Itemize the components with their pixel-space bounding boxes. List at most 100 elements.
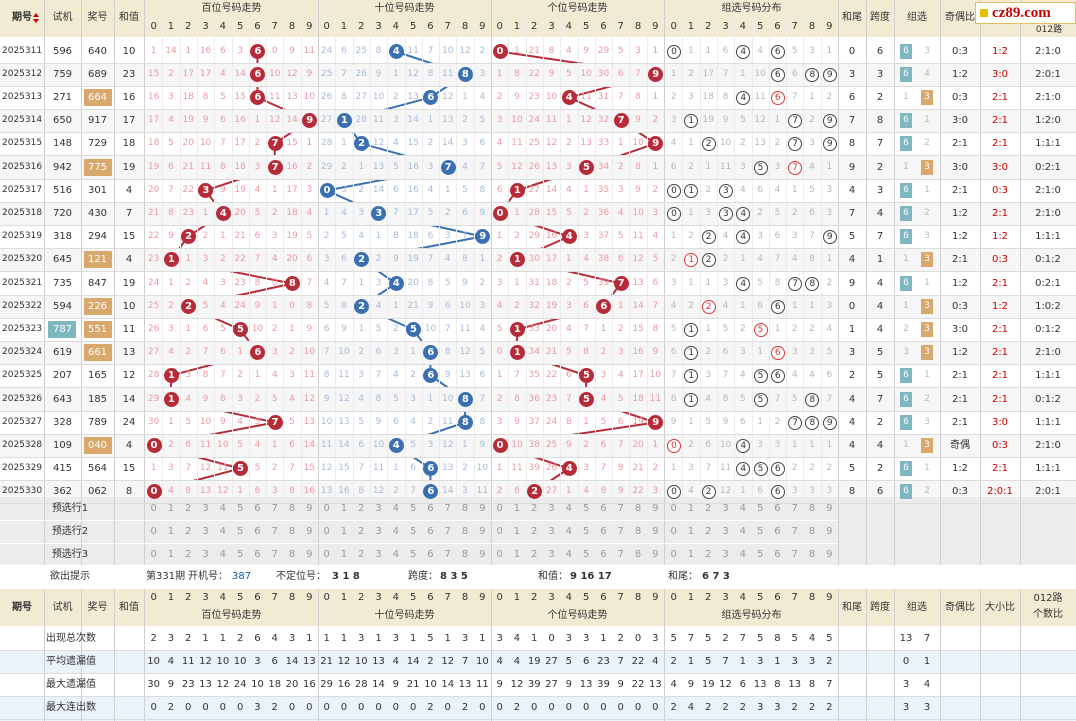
- preselect-digit[interactable]: 9: [826, 549, 833, 560]
- preselect-digit[interactable]: 9: [479, 526, 486, 537]
- preselect-digit[interactable]: 8: [461, 549, 469, 560]
- preselect-digit[interactable]: 8: [634, 549, 642, 560]
- preselect-digit[interactable]: 2: [531, 526, 538, 537]
- preselect-digit[interactable]: 5: [409, 503, 417, 514]
- preselect-digit[interactable]: 1: [687, 526, 695, 537]
- preselect-digit[interactable]: 1: [167, 526, 175, 537]
- preselect-digit[interactable]: 2: [358, 503, 365, 514]
- preselect-digit[interactable]: 8: [634, 526, 642, 537]
- preselect-digit[interactable]: 5: [409, 549, 417, 560]
- preselect-digit[interactable]: 2: [185, 526, 192, 537]
- preselect-digit[interactable]: 3: [202, 549, 209, 560]
- preselect-digit[interactable]: 4: [392, 503, 400, 514]
- preselect-digit[interactable]: 5: [582, 549, 590, 560]
- preselect-digit[interactable]: 6: [600, 526, 607, 537]
- preselect-digit[interactable]: 8: [634, 503, 642, 514]
- preselect-digit[interactable]: 1: [687, 549, 695, 560]
- preselect-digit[interactable]: 0: [670, 503, 677, 514]
- preselect-digit[interactable]: 9: [306, 526, 313, 537]
- preselect-digit[interactable]: 0: [323, 549, 330, 560]
- preselect-digit[interactable]: 0: [496, 503, 503, 514]
- preselect-digit[interactable]: 9: [479, 549, 486, 560]
- preselect-digit[interactable]: 7: [617, 503, 624, 514]
- preselect-digit[interactable]: 2: [705, 503, 712, 514]
- preselect-digit[interactable]: 8: [461, 503, 469, 514]
- preselect-digit[interactable]: 2: [358, 526, 365, 537]
- preselect-digit[interactable]: 3: [202, 503, 209, 514]
- preselect-digit[interactable]: 4: [739, 526, 747, 537]
- preselect-digit[interactable]: 3: [202, 526, 209, 537]
- preselect-digit[interactable]: 6: [600, 549, 607, 560]
- preselect-digit[interactable]: 9: [826, 526, 833, 537]
- preselect-digit[interactable]: 8: [808, 503, 816, 514]
- preselect-digit[interactable]: 8: [461, 526, 469, 537]
- preselect-digit[interactable]: 2: [185, 549, 192, 560]
- preselect-digit[interactable]: 1: [340, 503, 348, 514]
- preselect-digit[interactable]: 4: [565, 549, 573, 560]
- preselect-digit[interactable]: 6: [774, 526, 781, 537]
- preselect-digit[interactable]: 6: [254, 549, 261, 560]
- preselect-digit[interactable]: 7: [271, 526, 278, 537]
- preselect-digit[interactable]: 6: [427, 503, 434, 514]
- preselect-digit[interactable]: 5: [756, 526, 764, 537]
- preselect-digit[interactable]: 7: [617, 526, 624, 537]
- preselect-digit[interactable]: 1: [167, 549, 175, 560]
- preselect-digit[interactable]: 3: [722, 503, 729, 514]
- preselect-digit[interactable]: 7: [444, 526, 451, 537]
- preselect-digit[interactable]: 0: [323, 526, 330, 537]
- preselect-digit[interactable]: 7: [271, 549, 278, 560]
- preselect-digit[interactable]: 9: [652, 549, 659, 560]
- preselect-digit[interactable]: 3: [375, 549, 382, 560]
- preselect-digit[interactable]: 6: [774, 549, 781, 560]
- preselect-digit[interactable]: 2: [705, 526, 712, 537]
- preselect-digit[interactable]: 0: [150, 549, 157, 560]
- preselect-digit[interactable]: 5: [756, 503, 764, 514]
- preselect-digit[interactable]: 6: [254, 526, 261, 537]
- preselect-digit[interactable]: 9: [826, 503, 833, 514]
- preselect-digit[interactable]: 0: [496, 549, 503, 560]
- preselect-digit[interactable]: 6: [600, 503, 607, 514]
- preselect-digit[interactable]: 7: [791, 503, 798, 514]
- preselect-digit[interactable]: 6: [254, 503, 261, 514]
- preselect-digit[interactable]: 4: [219, 503, 227, 514]
- preselect-digit[interactable]: 7: [444, 549, 451, 560]
- preselect-digit[interactable]: 6: [774, 503, 781, 514]
- preselect-digit[interactable]: 4: [739, 549, 747, 560]
- preselect-digit[interactable]: 7: [271, 503, 278, 514]
- preselect-digit[interactable]: 9: [306, 549, 313, 560]
- preselect-digit[interactable]: 7: [617, 549, 624, 560]
- preselect-digit[interactable]: 9: [479, 503, 486, 514]
- preselect-digit[interactable]: 0: [323, 503, 330, 514]
- preselect-digit[interactable]: 4: [739, 503, 747, 514]
- preselect-digit[interactable]: 3: [375, 526, 382, 537]
- preselect-digit[interactable]: 0: [670, 526, 677, 537]
- preselect-digit[interactable]: 5: [236, 503, 244, 514]
- preselect-digit[interactable]: 1: [340, 549, 348, 560]
- preselect-digit[interactable]: 4: [565, 526, 573, 537]
- preselect-digit[interactable]: 5: [756, 549, 764, 560]
- preselect-digit[interactable]: 0: [670, 549, 677, 560]
- preselect-digit[interactable]: 1: [687, 503, 695, 514]
- preselect-digit[interactable]: 1: [513, 549, 521, 560]
- preselect-digit[interactable]: 3: [722, 549, 729, 560]
- preselect-digit[interactable]: 2: [531, 503, 538, 514]
- preselect-digit[interactable]: 5: [236, 549, 244, 560]
- preselect-digit[interactable]: 7: [444, 503, 451, 514]
- preselect-digit[interactable]: 3: [722, 526, 729, 537]
- preselect-digit[interactable]: 1: [167, 503, 175, 514]
- preselect-digit[interactable]: 4: [565, 503, 573, 514]
- preselect-digit[interactable]: 4: [219, 526, 227, 537]
- preselect-digit[interactable]: 0: [496, 526, 503, 537]
- preselect-digit[interactable]: 6: [427, 526, 434, 537]
- sort-up-icon[interactable]: [33, 13, 39, 17]
- preselect-digit[interactable]: 2: [185, 503, 192, 514]
- preselect-digit[interactable]: 2: [358, 549, 365, 560]
- preselect-digit[interactable]: 4: [392, 549, 400, 560]
- preselect-digit[interactable]: 9: [306, 503, 313, 514]
- preselect-digit[interactable]: 0: [150, 526, 157, 537]
- preselect-digit[interactable]: 8: [288, 503, 296, 514]
- preselect-digit[interactable]: 8: [808, 526, 816, 537]
- preselect-digit[interactable]: 5: [236, 526, 244, 537]
- preselect-digit[interactable]: 7: [791, 526, 798, 537]
- preselect-digit[interactable]: 3: [548, 549, 555, 560]
